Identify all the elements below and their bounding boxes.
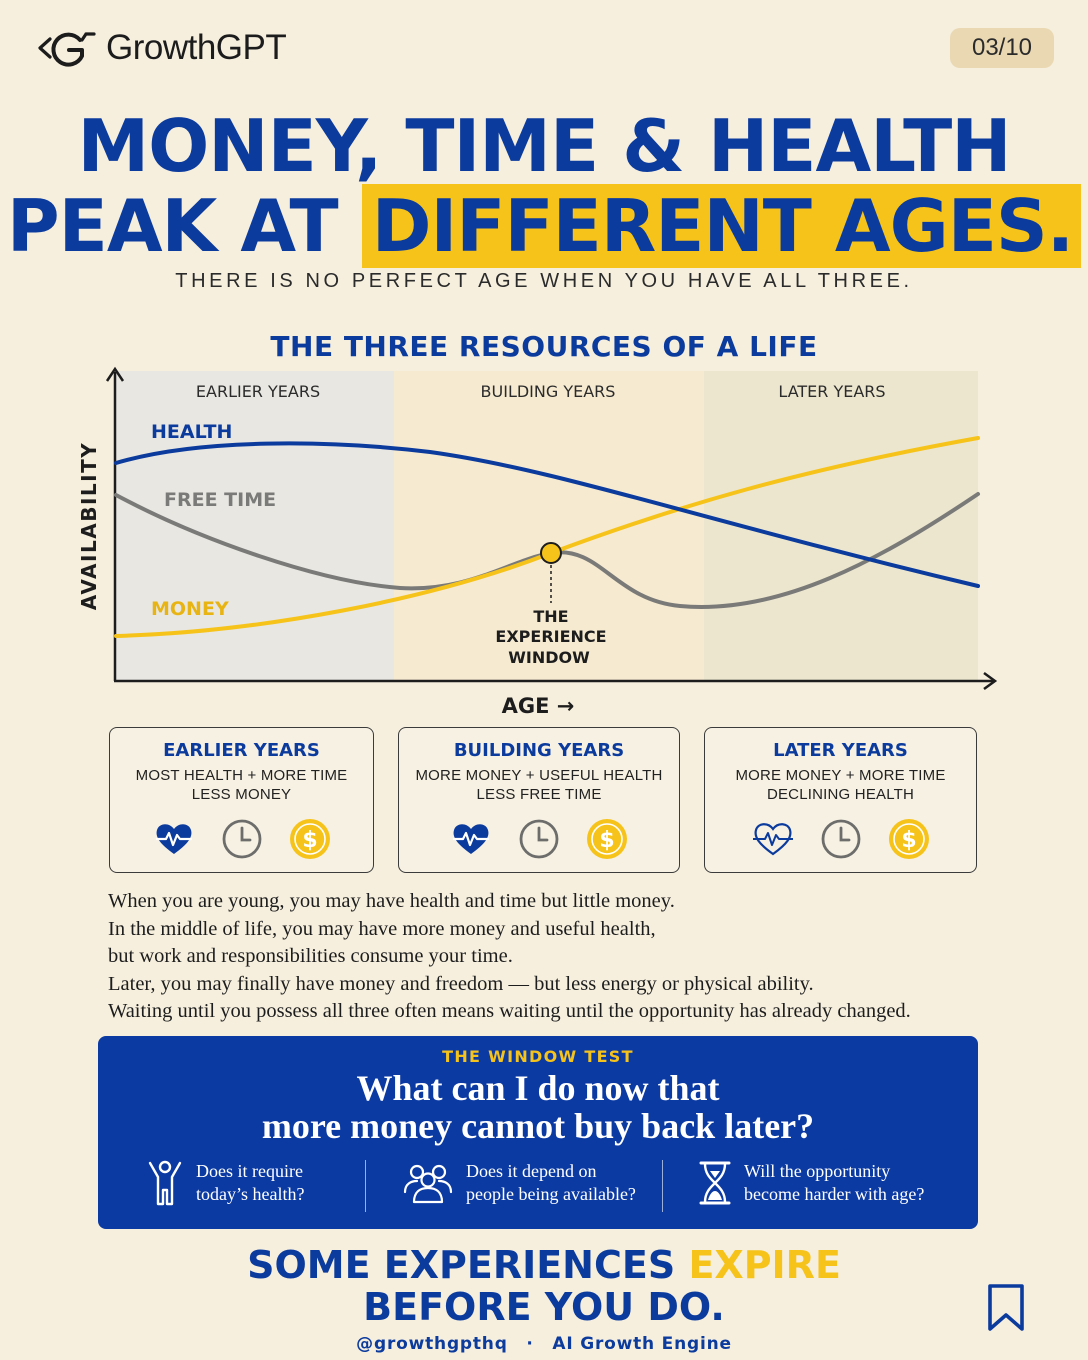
heart-pulse-icon xyxy=(453,824,489,854)
zone-label-later: LATER YEARS xyxy=(778,382,885,401)
window-test-label: THE WINDOW TEST xyxy=(442,1047,634,1066)
brand-logo: GrowthGPT xyxy=(36,26,287,70)
window-question-people: Does it depend on people being available… xyxy=(402,1160,636,1206)
bookmark-icon[interactable] xyxy=(986,1283,1026,1333)
closing-line-2: BEFORE YOU DO. xyxy=(363,1285,725,1329)
card-line-1: MOST HEALTH + MORE TIME xyxy=(135,767,348,784)
experience-window-label-3: WINDOW xyxy=(508,648,590,667)
dollar-coin-icon: $ xyxy=(289,819,330,859)
card-building-years: BUILDING YEARS MORE MONEY + USEFUL HEALT… xyxy=(398,727,680,873)
window-question-health: Does it require today’s health? xyxy=(146,1160,304,1208)
heart-outline-pulse-icon xyxy=(752,823,793,856)
card-icons: $ xyxy=(705,817,976,861)
card-icons: $ xyxy=(399,817,679,861)
window-question-text: Does it require today’s health? xyxy=(196,1160,304,1206)
body-paragraph: When you are young, you may have health … xyxy=(108,888,988,1026)
card-icons: $ xyxy=(110,817,373,861)
paragraph-line-2: In the middle of life, you may have more… xyxy=(108,917,656,940)
footer: @growthgpthq · AI Growth Engine xyxy=(0,1334,1088,1354)
people-group-icon xyxy=(403,1164,453,1204)
headline-line-2: PEAK AT DIFFERENT AGES. xyxy=(0,184,1088,268)
card-line-1: MORE MONEY + MORE TIME xyxy=(735,767,946,784)
closing-statement: SOME EXPERIENCES EXPIRE BEFORE YOU DO. xyxy=(0,1244,1088,1328)
card-line-1: MORE MONEY + USEFUL HEALTH xyxy=(415,767,663,784)
clock-icon xyxy=(519,819,559,859)
heart-pulse-icon xyxy=(155,824,192,854)
paragraph-line-3: but work and responsibilities consume yo… xyxy=(108,945,513,967)
zone-later-bg xyxy=(704,371,978,681)
footer-separator: · xyxy=(526,1334,534,1354)
window-question-line-1: Will the opportunity xyxy=(744,1161,891,1181)
health-label: HEALTH xyxy=(151,421,232,443)
person-raised-arms-icon xyxy=(148,1160,182,1206)
window-test-question-line-2: more money cannot buy back later? xyxy=(261,1106,815,1146)
window-question-line-2: people being available? xyxy=(466,1184,636,1204)
zone-earlier-bg xyxy=(116,371,394,681)
closing-line-1: SOME EXPERIENCES EXPIRE xyxy=(0,1244,1088,1286)
divider xyxy=(662,1160,663,1212)
y-axis-arrow xyxy=(105,366,125,382)
card-line-2: LESS FREE TIME xyxy=(476,786,602,803)
svg-text:$: $ xyxy=(901,828,916,853)
svg-text:$: $ xyxy=(599,828,614,853)
window-test-question-line-1: What can I do now that xyxy=(356,1068,720,1108)
money-label: MONEY xyxy=(151,598,229,620)
window-question-line-1: Does it depend on xyxy=(466,1161,597,1181)
zone-building-bg xyxy=(394,371,704,681)
experience-window-label-1: THE xyxy=(533,607,568,626)
window-question-age: Will the opportunity become harder with … xyxy=(698,1160,924,1206)
card-title: BUILDING YEARS xyxy=(453,740,625,761)
headline-highlight: DIFFERENT AGES. xyxy=(361,184,1082,268)
window-question-line-2: become harder with age? xyxy=(744,1184,925,1204)
window-test-question: What can I do now that more money cannot… xyxy=(98,1069,978,1145)
dollar-coin-icon: $ xyxy=(888,819,929,859)
window-question-text: Will the opportunity become harder with … xyxy=(744,1160,924,1206)
zone-label-building: BUILDING YEARS xyxy=(481,382,616,401)
headline: MONEY, TIME & HEALTH PEAK AT DIFFERENT A… xyxy=(0,104,1088,268)
paragraph-line-4: Later, you may finally have money and fr… xyxy=(108,972,814,995)
brand-name: GrowthGPT xyxy=(106,28,287,67)
x-axis-arrow xyxy=(983,671,998,691)
growthgpt-logo-icon xyxy=(38,32,96,67)
health-curve xyxy=(114,441,980,588)
x-axis-label: AGE → xyxy=(502,694,575,718)
card-line-2: DECLINING HEALTH xyxy=(766,786,915,803)
card-line-2: LESS MONEY xyxy=(191,786,292,803)
headline-line-2-prefix: PEAK AT xyxy=(6,184,339,268)
window-question-line-2: today’s health? xyxy=(196,1184,305,1204)
card-title: EARLIER YEARS xyxy=(163,740,320,761)
clock-icon xyxy=(222,819,261,859)
card-title: LATER YEARS xyxy=(773,740,908,761)
paragraph-line-1: When you are young, you may have health … xyxy=(108,890,675,912)
chart-title: THE THREE RESOURCES OF A LIFE xyxy=(270,330,818,363)
clock-icon xyxy=(821,819,860,859)
closing-line-1-prefix: SOME EXPERIENCES xyxy=(247,1243,676,1287)
card-earlier-years: EARLIER YEARS MOST HEALTH + MORE TIME LE… xyxy=(109,727,374,873)
divider xyxy=(365,1160,366,1212)
resources-chart: EARLIER YEARS BUILDING YEARS LATER YEARS… xyxy=(77,366,998,718)
card-later-years: LATER YEARS MORE MONEY + MORE TIME DECLI… xyxy=(704,727,977,873)
y-axis-label: AVAILABILITY xyxy=(77,442,101,610)
social-handle[interactable]: @growthgpthq xyxy=(356,1334,508,1354)
footer-tagline: AI Growth Engine xyxy=(552,1334,732,1354)
window-test-box: THE WINDOW TEST What can I do now that m… xyxy=(98,1036,978,1229)
hourglass-icon xyxy=(699,1161,731,1205)
window-question-text: Does it depend on people being available… xyxy=(466,1160,636,1206)
svg-text:$: $ xyxy=(302,828,317,853)
closing-highlight: EXPIRE xyxy=(688,1243,841,1287)
subheading: THERE IS NO PERFECT AGE WHEN YOU HAVE AL… xyxy=(175,270,913,292)
zone-label-earlier: EARLIER YEARS xyxy=(196,382,320,401)
experience-window-point xyxy=(540,542,562,564)
paragraph-line-5: Waiting until you possess all three ofte… xyxy=(108,1000,911,1022)
page-indicator: 03/10 xyxy=(950,28,1054,68)
experience-window-label-2: EXPERIENCE xyxy=(495,627,606,646)
dollar-coin-icon: $ xyxy=(587,819,627,859)
free-time-label: FREE TIME xyxy=(164,489,276,511)
window-question-line-1: Does it require xyxy=(196,1161,303,1181)
headline-line-1: MONEY, TIME & HEALTH xyxy=(77,104,1011,188)
